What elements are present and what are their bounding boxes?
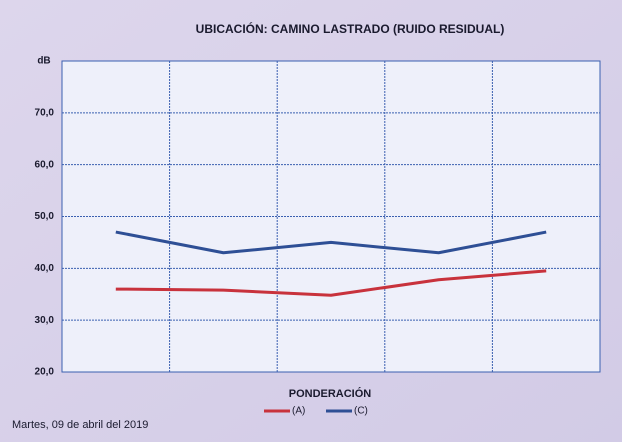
- y-tick-label: 40,0: [35, 263, 55, 274]
- x-axis-label: PONDERACIÓN: [289, 387, 372, 400]
- legend-label: (A): [292, 406, 305, 417]
- series-line: [115, 269, 547, 297]
- chart-title: UBICACIÓN: CAMINO LASTRADO (RUIDO RESIDU…: [196, 21, 505, 36]
- y-tick-label: 70,0: [35, 107, 55, 118]
- legend-label: (C): [354, 406, 368, 417]
- y-tick-label: 30,0: [35, 315, 55, 326]
- series-line: [115, 230, 547, 255]
- y-tick-label: 60,0: [35, 159, 55, 170]
- annotation: Martes, 09 de abril del 2019: [12, 419, 148, 431]
- y-tick-label: 20,0: [35, 367, 55, 378]
- y-tick-label: 50,0: [35, 211, 55, 222]
- y-axis-label: dB: [37, 56, 50, 67]
